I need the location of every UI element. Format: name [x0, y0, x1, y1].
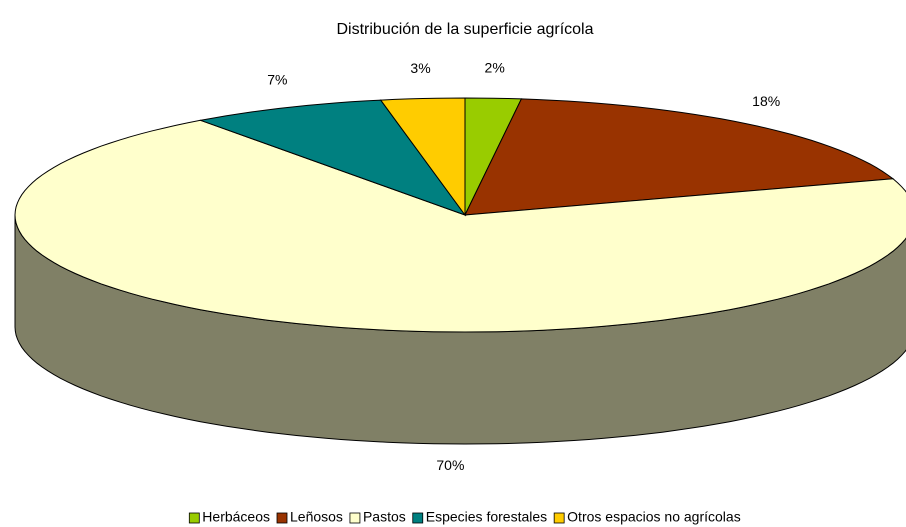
slice [379, 97, 466, 217]
data-label: 2% [485, 60, 505, 76]
legend-label: Herbáceos [202, 509, 270, 525]
data-label: 70% [436, 457, 464, 473]
data-label: 3% [410, 60, 430, 76]
legend-label: Leñosos [290, 509, 343, 525]
legend-swatch [349, 512, 361, 524]
slice [14, 119, 906, 333]
data-label: 7% [267, 71, 287, 87]
legend: Herbáceos Leñosos Pastos Especies forestale… [188, 509, 741, 525]
data-label: 18% [752, 93, 780, 109]
slice [464, 98, 895, 216]
chart-title: Distribución de la superficie agrícola [336, 21, 593, 38]
legend-label: Otros espacios no agrícolas [567, 509, 741, 525]
legend-label: Especies forestales [426, 509, 547, 525]
legend-swatch [188, 512, 200, 524]
slice [198, 99, 467, 217]
legend-swatch [276, 512, 288, 524]
legend-swatch [553, 512, 565, 524]
legend-swatch [412, 512, 424, 524]
legend-label: Pastos [363, 509, 406, 525]
